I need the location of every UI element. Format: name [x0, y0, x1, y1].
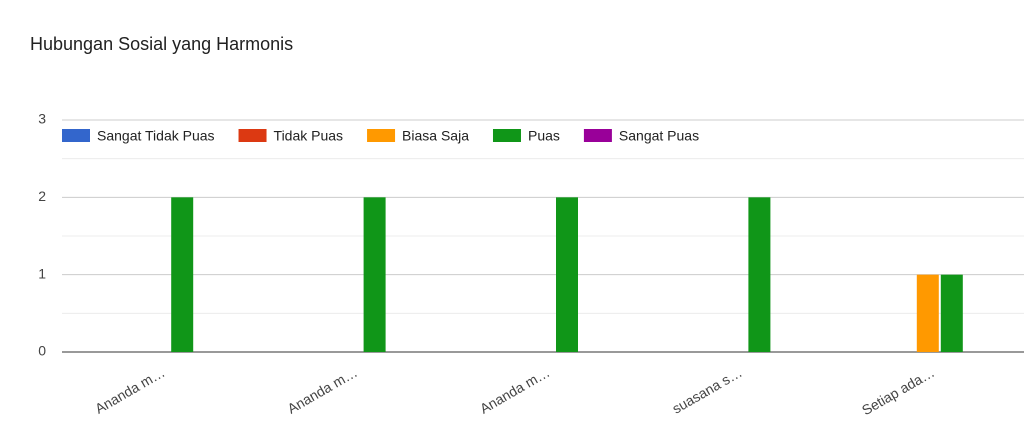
y-tick-label: 0 [38, 343, 46, 359]
legend-label: Puas [528, 128, 560, 144]
legend-swatch [583, 129, 612, 142]
legend-swatch [367, 129, 396, 142]
legend-label: Sangat Tidak Puas [97, 128, 215, 144]
y-tick-label: 3 [38, 111, 46, 127]
x-tick-label: Ananda m… [285, 364, 360, 417]
bar [363, 197, 386, 352]
bar [748, 197, 771, 352]
x-tick-label: Ananda m… [92, 364, 167, 417]
bar [556, 197, 578, 352]
bar [940, 274, 963, 352]
bar [171, 197, 194, 352]
chart-title: Hubungan Sosial yang Harmonis [30, 34, 293, 54]
legend-swatch [62, 129, 90, 142]
x-tick-label: Ananda m… [477, 364, 552, 417]
bar [916, 274, 939, 352]
legend-swatch [492, 129, 521, 142]
y-tick-label: 2 [38, 188, 46, 204]
x-tick-label: suasana s… [669, 364, 744, 417]
legend-label: Biasa Saja [402, 128, 469, 144]
y-tick-label: 1 [38, 265, 46, 281]
legend-label: Tidak Puas [274, 128, 344, 144]
legend-swatch [238, 129, 267, 142]
x-tick-label: Setiap ada… [859, 364, 937, 418]
legend-label: Sangat Puas [619, 128, 699, 144]
